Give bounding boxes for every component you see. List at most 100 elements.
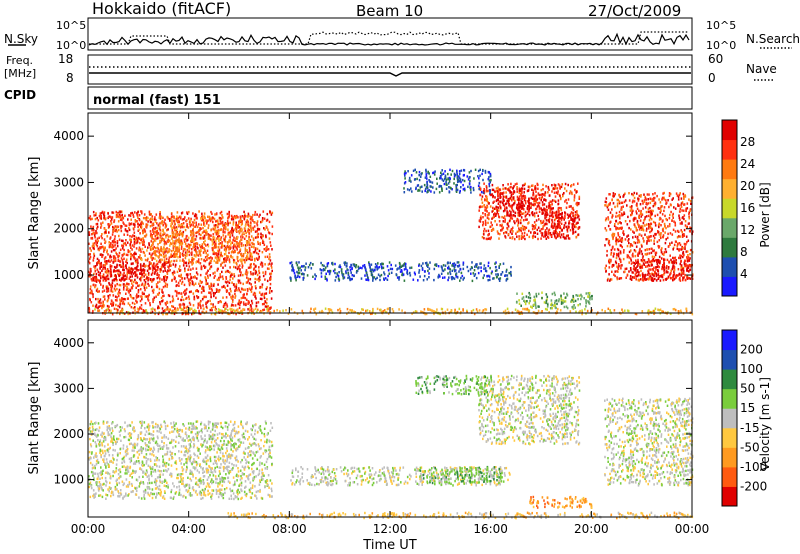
power-cell	[344, 261, 347, 265]
power-cell	[204, 219, 207, 222]
power-cell	[170, 225, 172, 228]
power-cell	[634, 225, 636, 228]
power-cell	[111, 282, 114, 285]
power-cell	[90, 249, 92, 252]
power-cell	[495, 199, 498, 203]
power-cell	[620, 222, 622, 225]
power-cell	[116, 265, 118, 268]
power-cell	[241, 220, 243, 223]
power-cell	[159, 261, 162, 264]
power-cell	[607, 216, 609, 219]
power-cell	[101, 211, 103, 215]
power-cell	[556, 210, 558, 214]
power-cell	[166, 306, 169, 309]
power-cell	[114, 274, 117, 277]
power-cell	[233, 239, 236, 242]
power-cell	[193, 283, 195, 287]
power-cell	[175, 234, 178, 237]
power-cell	[173, 253, 176, 257]
power-cell	[683, 228, 686, 232]
power-cell	[484, 209, 486, 212]
power-cell	[269, 307, 271, 310]
power-cell	[528, 205, 530, 208]
power-cell	[555, 191, 558, 194]
power-cell	[234, 304, 237, 307]
power-cell	[160, 253, 162, 257]
power-cell	[629, 209, 632, 212]
power-cell	[637, 223, 639, 226]
power-cell	[222, 266, 224, 269]
power-cell	[164, 282, 167, 285]
power-cell	[514, 183, 517, 186]
power-cell	[147, 295, 149, 298]
power-cell	[633, 200, 636, 203]
power-cell	[613, 232, 616, 236]
power-cell	[129, 289, 132, 292]
power-cell	[133, 237, 135, 241]
power-cell	[154, 253, 156, 256]
power-cell	[134, 219, 137, 222]
power-cell	[114, 270, 117, 273]
power-cell	[131, 275, 133, 278]
power-cell	[117, 212, 119, 216]
power-cell	[144, 288, 146, 292]
power-cell	[205, 295, 207, 299]
power-cell	[208, 262, 211, 265]
power-cell	[219, 242, 222, 245]
power-cell	[99, 275, 102, 278]
power-cell	[245, 240, 248, 243]
power-cell	[687, 239, 690, 242]
power-cell	[504, 231, 507, 234]
power-cell	[137, 256, 140, 259]
power-cell	[557, 220, 559, 223]
power-cell	[683, 217, 685, 221]
power-cell	[114, 241, 117, 244]
power-cell	[491, 183, 494, 187]
power-cell	[185, 296, 188, 300]
power-cell	[617, 248, 620, 252]
power-cell	[328, 272, 331, 276]
power-cell	[558, 216, 560, 219]
power-cell	[391, 267, 394, 271]
power-cell	[157, 276, 160, 279]
power-cell	[210, 229, 212, 232]
power-cell	[520, 237, 523, 240]
power-cell	[564, 211, 566, 214]
power-cell	[504, 235, 506, 238]
power-cell	[200, 217, 202, 221]
power-cell	[688, 215, 690, 218]
power-cell	[175, 294, 178, 297]
power-cell	[252, 228, 255, 231]
power-cell	[608, 273, 610, 276]
power-cell	[123, 286, 125, 289]
power-cell	[489, 278, 491, 282]
power-cell	[502, 220, 505, 223]
power-cell	[123, 252, 126, 255]
power-cell	[504, 187, 506, 190]
power-cell	[131, 254, 134, 257]
power-cell	[572, 222, 575, 226]
power-cell	[88, 257, 91, 260]
power-cell	[176, 270, 179, 274]
power-cell	[140, 307, 143, 310]
power-cell	[629, 257, 632, 260]
power-cell	[399, 263, 401, 266]
power-cell	[221, 214, 223, 217]
power-cell	[518, 195, 521, 198]
power-cell	[168, 239, 171, 242]
power-cell	[223, 253, 226, 256]
power-cell	[683, 233, 685, 236]
power-cell	[179, 275, 182, 278]
power-cell	[551, 218, 553, 222]
power-cell	[180, 212, 183, 215]
power-cell	[132, 262, 134, 265]
power-cell	[660, 217, 662, 221]
power-cell	[238, 251, 241, 254]
power-cell	[134, 220, 137, 223]
power-cell	[688, 222, 690, 225]
power-cell	[390, 271, 393, 274]
power-cell	[243, 231, 245, 235]
power-cell	[95, 243, 98, 246]
power-cell	[502, 192, 504, 195]
power-cell	[220, 300, 222, 304]
